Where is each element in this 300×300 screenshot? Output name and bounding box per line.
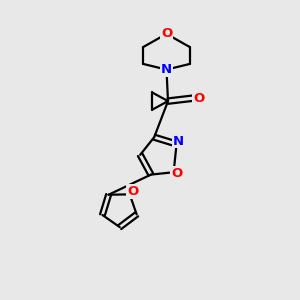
Text: O: O [193, 92, 204, 105]
Text: O: O [171, 167, 182, 180]
Text: O: O [127, 185, 138, 198]
Text: N: N [172, 134, 184, 148]
Text: N: N [161, 63, 172, 76]
Text: O: O [161, 27, 172, 40]
